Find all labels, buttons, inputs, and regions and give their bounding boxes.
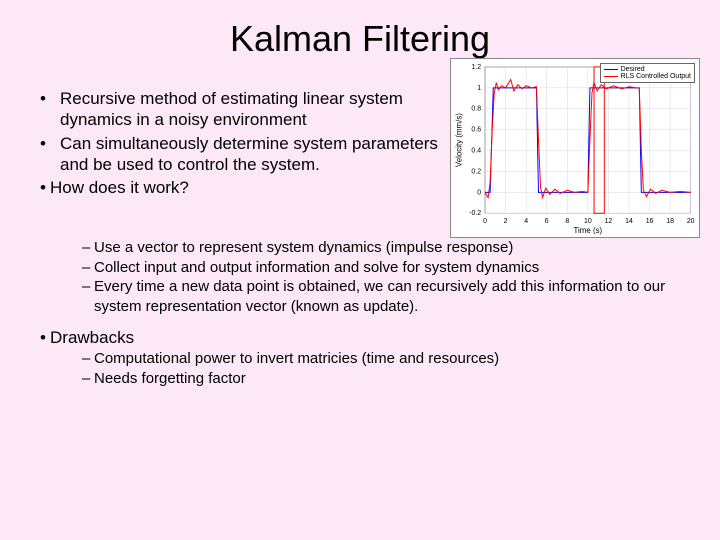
svg-text:16: 16 bbox=[646, 218, 654, 225]
bullet-text: Can simultaneously determine system para… bbox=[60, 133, 442, 176]
svg-text:14: 14 bbox=[625, 218, 633, 225]
sub-item: Collect input and output information and… bbox=[94, 258, 539, 278]
svg-text:0.2: 0.2 bbox=[471, 168, 481, 175]
svg-text:1: 1 bbox=[477, 85, 481, 92]
svg-text:Time (s): Time (s) bbox=[574, 226, 603, 235]
svg-text:18: 18 bbox=[666, 218, 674, 225]
velocity-chart: 02468101214161820-0.200.20.40.60.811.2Ti… bbox=[450, 58, 700, 238]
svg-text:0: 0 bbox=[477, 189, 481, 196]
svg-text:0.6: 0.6 bbox=[471, 127, 481, 134]
drawbacks-sublist: –Computational power to invert matricies… bbox=[38, 349, 700, 388]
bullet-text: Recursive method of estimating linear sy… bbox=[60, 88, 442, 131]
sub-item: Use a vector to represent system dynamic… bbox=[94, 238, 513, 258]
svg-text:10: 10 bbox=[584, 218, 592, 225]
sub-item: Needs forgetting factor bbox=[94, 369, 246, 389]
svg-text:0: 0 bbox=[483, 218, 487, 225]
how-sublist: –Use a vector to represent system dynami… bbox=[38, 238, 700, 316]
svg-text:4: 4 bbox=[524, 218, 528, 225]
sub-item: Every time a new data point is obtained,… bbox=[94, 277, 700, 316]
chart-legend: DesiredRLS Controlled Output bbox=[600, 63, 695, 83]
svg-text:8: 8 bbox=[565, 218, 569, 225]
content-area: •Recursive method of estimating linear s… bbox=[0, 88, 720, 388]
svg-text:0.4: 0.4 bbox=[471, 148, 481, 155]
svg-text:1.2: 1.2 bbox=[471, 64, 481, 71]
svg-text:0.8: 0.8 bbox=[471, 106, 481, 113]
svg-text:12: 12 bbox=[605, 218, 613, 225]
how-question: How does it work? bbox=[50, 177, 189, 198]
top-bullets: •Recursive method of estimating linear s… bbox=[38, 88, 442, 238]
svg-text:Velocity (mm/s): Velocity (mm/s) bbox=[454, 113, 463, 167]
svg-text:20: 20 bbox=[687, 218, 695, 225]
svg-text:6: 6 bbox=[545, 218, 549, 225]
drawbacks-heading: Drawbacks bbox=[50, 328, 134, 348]
sub-item: Computational power to invert matricies … bbox=[94, 349, 499, 369]
svg-text:-0.2: -0.2 bbox=[469, 210, 481, 217]
svg-text:2: 2 bbox=[504, 218, 508, 225]
